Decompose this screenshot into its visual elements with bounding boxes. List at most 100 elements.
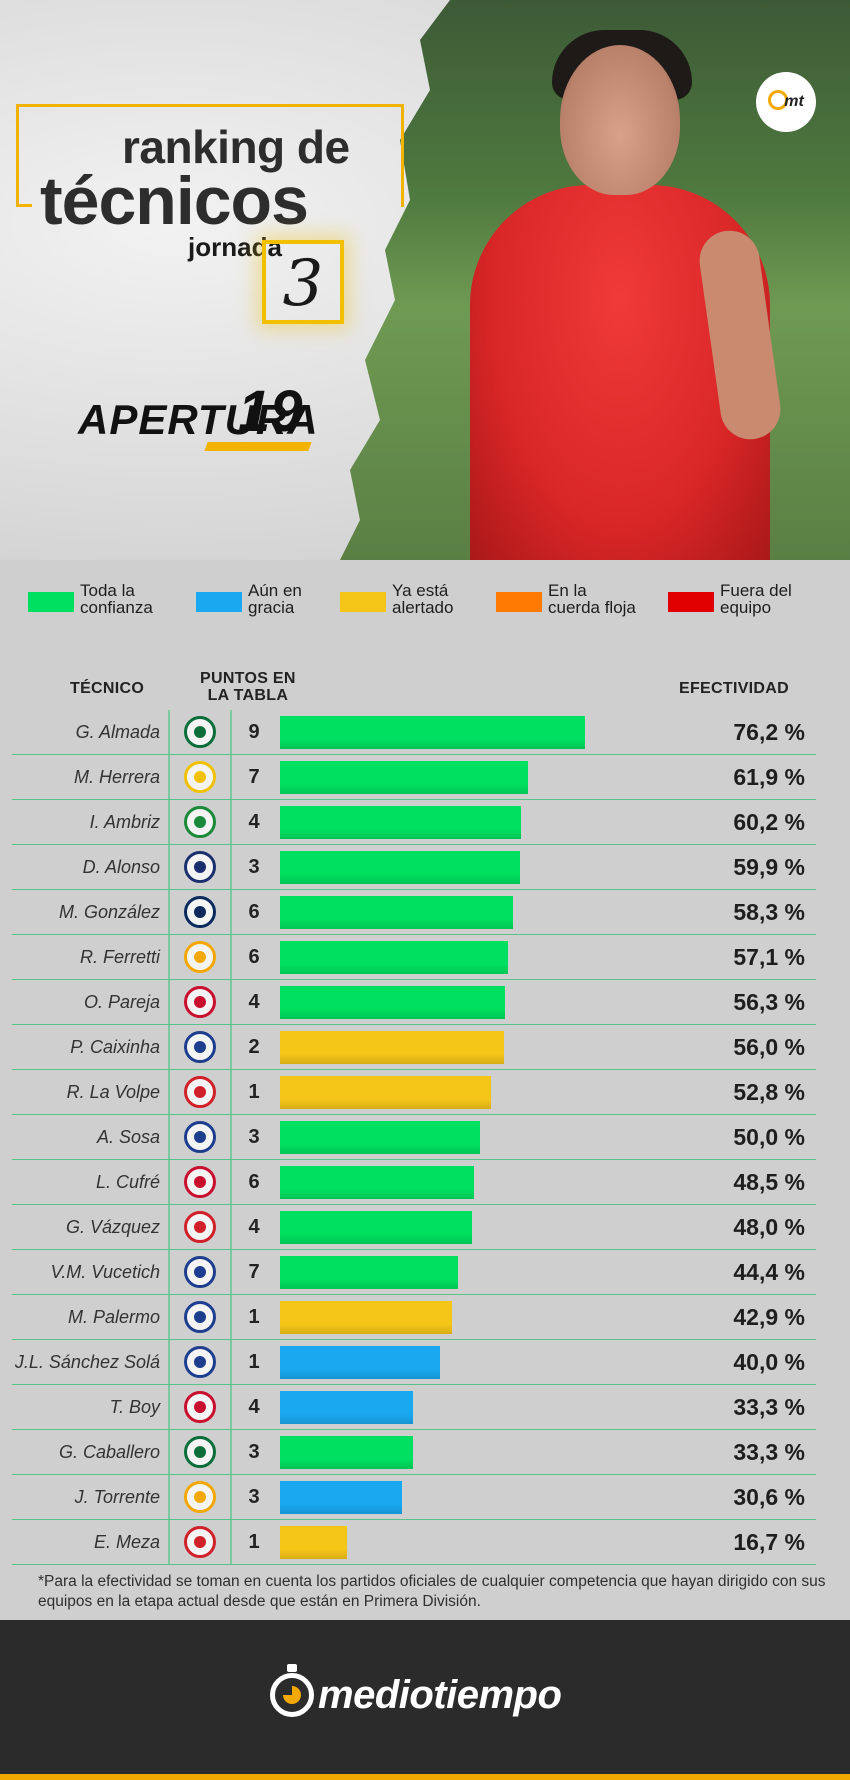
efficiency-bar [280, 1211, 472, 1244]
legend-label: En la cuerda floja [548, 581, 636, 617]
table-row: P. Caixinha 2 56,0 % [0, 1025, 850, 1070]
coach-name: G. Vázquez [65, 1217, 160, 1237]
title-line-2: técnicos [40, 163, 309, 239]
efficiency-value: 42,9 % [733, 1304, 805, 1330]
team-crest-center [194, 1311, 206, 1323]
legend-swatch [496, 592, 542, 612]
mt-logo-badge: mt [756, 72, 816, 132]
efficiency-bar [280, 806, 521, 839]
table-row: I. Ambriz 4 60,2 % [0, 800, 850, 845]
team-points: 6 [248, 946, 260, 968]
team-crest-center [194, 1086, 206, 1098]
efficiency-bar [280, 986, 506, 1019]
table-row: G. Vázquez 4 48,0 % [0, 1205, 850, 1250]
table-row: M. Palermo 1 42,9 % [0, 1295, 850, 1340]
team-points: 7 [248, 766, 260, 788]
team-crest-center [194, 816, 206, 828]
team-crest-center [194, 1221, 206, 1233]
legend-swatch [28, 592, 74, 612]
team-points: 2 [248, 1036, 260, 1058]
row-divider [12, 1294, 816, 1295]
efficiency-bar [280, 1121, 480, 1154]
team-crest-icon [184, 761, 216, 793]
team-points: 7 [248, 1261, 260, 1283]
row-divider [12, 799, 816, 800]
team-crest-icon [184, 1211, 216, 1243]
row-divider [12, 1339, 816, 1340]
team-crest-icon [184, 986, 216, 1018]
efficiency-value: 56,3 % [733, 989, 805, 1015]
efficiency-value: 60,2 % [733, 809, 805, 835]
team-crest-center [194, 771, 206, 783]
coach-name: E. Meza [93, 1532, 160, 1552]
legend-item: Toda la confianza [28, 582, 153, 616]
efficiency-value: 76,2 % [733, 719, 805, 745]
efficiency-bar [280, 941, 509, 974]
table-row: A. Sosa 3 50,0 % [0, 1115, 850, 1160]
efficiency-value: 30,6 % [733, 1484, 805, 1510]
column-header-points-line1: PUNTOS EN [200, 670, 296, 687]
team-crest-icon [184, 1121, 216, 1153]
coach-name: J.L. Sánchez Solá [14, 1352, 160, 1372]
team-crest-center [194, 906, 206, 918]
team-crest-center [194, 1356, 206, 1368]
team-points: 3 [248, 1126, 260, 1148]
row-divider [12, 1564, 816, 1565]
legend-label: Ya está alertado [392, 581, 454, 617]
team-crest-icon [184, 1256, 216, 1288]
team-crest-center [194, 1536, 206, 1548]
clock-icon [768, 90, 788, 110]
table-divider [168, 710, 170, 1565]
efficiency-value: 56,0 % [733, 1034, 805, 1060]
efficiency-value: 48,5 % [733, 1169, 805, 1195]
efficiency-value: 52,8 % [733, 1079, 805, 1105]
row-divider [12, 1159, 816, 1160]
team-crest-icon [184, 716, 216, 748]
team-points: 4 [248, 991, 260, 1013]
coach-name: T. Boy [109, 1397, 160, 1417]
table-row: R. La Volpe 1 52,8 % [0, 1070, 850, 1115]
coach-name: V.M. Vucetich [50, 1262, 160, 1282]
legend-swatch [668, 592, 714, 612]
team-points: 4 [248, 1396, 260, 1418]
column-header-efficiency: EFECTIVIDAD [679, 680, 789, 697]
table-row: M. Herrera 7 61,9 % [0, 755, 850, 800]
team-points: 1 [248, 1081, 260, 1103]
brand-name: mediotiempo [318, 1672, 562, 1717]
coach-name: I. Ambriz [89, 812, 160, 832]
efficiency-value: 40,0 % [733, 1349, 805, 1375]
efficiency-bar [280, 1436, 414, 1469]
team-points: 1 [248, 1351, 260, 1373]
legend-label: Toda la confianza [80, 581, 153, 617]
row-divider [12, 889, 816, 890]
coach-name: L. Cufré [95, 1172, 160, 1192]
row-divider [12, 1429, 816, 1430]
row-divider [12, 1024, 816, 1025]
efficiency-bar [280, 1481, 403, 1514]
header-banner: mt ranking de técnicos jornada 3 APERTUR… [0, 0, 850, 560]
legend-item: En la cuerda floja [496, 582, 636, 616]
table-row: L. Cufré 6 48,5 % [0, 1160, 850, 1205]
coach-name: J. Torrente [74, 1487, 160, 1507]
efficiency-value: 58,3 % [733, 899, 805, 925]
team-crest-icon [184, 1076, 216, 1108]
row-divider [12, 1114, 816, 1115]
row-divider [12, 754, 816, 755]
table-row: O. Pareja 4 56,3 % [0, 980, 850, 1025]
team-crest-center [194, 1176, 206, 1188]
team-crest-icon [184, 1031, 216, 1063]
coach-name: O. Pareja [83, 992, 160, 1012]
team-crest-center [194, 1266, 206, 1278]
efficiency-value: 57,1 % [733, 944, 805, 970]
legend-swatch [196, 592, 242, 612]
table-row: R. Ferretti 6 57,1 % [0, 935, 850, 980]
table-row: D. Alonso 3 59,9 % [0, 845, 850, 890]
team-crest-icon [184, 851, 216, 883]
tournament-underline [204, 442, 312, 451]
team-crest-icon [184, 1436, 216, 1468]
efficiency-bar [280, 716, 585, 749]
coach-name: P. Caixinha [70, 1037, 160, 1057]
team-crest-icon [184, 1346, 216, 1378]
legend-item: Ya está alertado [340, 582, 453, 616]
team-points: 6 [248, 1171, 260, 1193]
